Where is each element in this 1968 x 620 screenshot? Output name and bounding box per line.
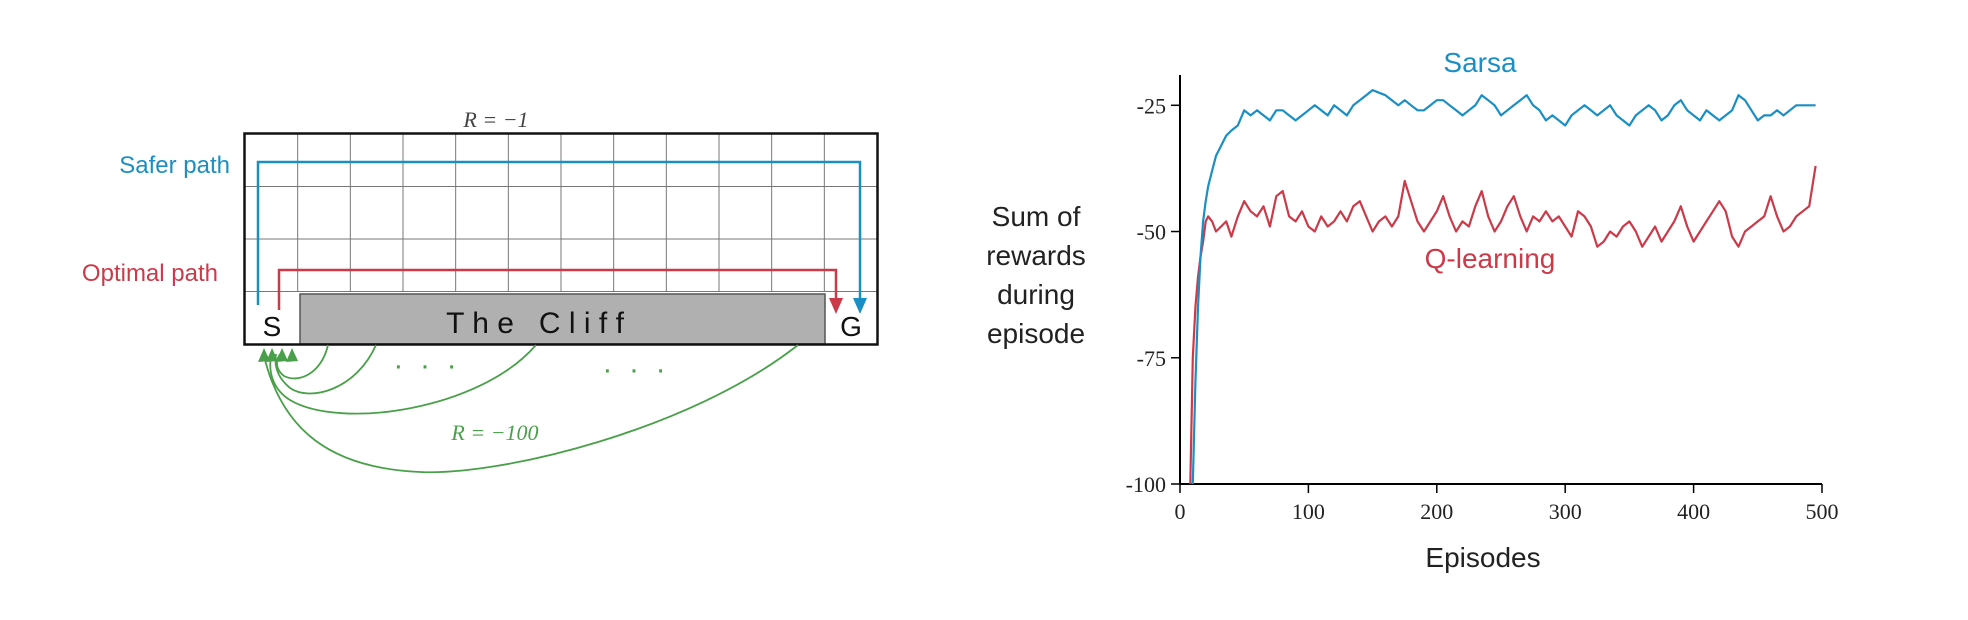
arc-arrowhead bbox=[258, 348, 270, 362]
x-axis-title: Episodes bbox=[1425, 542, 1540, 573]
cliff-label: T h e C l i f f bbox=[446, 307, 624, 340]
start-cell-label: S bbox=[263, 311, 282, 342]
cliff-dots-right: · · · bbox=[602, 353, 665, 386]
x-tick-label: 200 bbox=[1420, 499, 1453, 524]
optimal-path-label: Optimal path bbox=[82, 260, 218, 287]
cliff-arc-4 bbox=[263, 344, 799, 474]
reward-chart: Sum of rewards during episode -25-50-75-… bbox=[986, 47, 1838, 573]
y-axis-title: Sum of rewards during episode bbox=[986, 201, 1086, 349]
reward-cliff-label: R = −100 bbox=[450, 420, 538, 445]
y-ticks: -25 -50 -75 -100 bbox=[1126, 93, 1180, 497]
cliff-arc-arrowheads bbox=[258, 348, 298, 362]
optimal-path-line bbox=[277, 268, 838, 310]
arc-arrowhead bbox=[286, 348, 298, 362]
series-line-sarsa bbox=[1191, 88, 1816, 485]
y-tick-label: -50 bbox=[1137, 220, 1166, 245]
series-line-q-learning bbox=[1189, 165, 1817, 485]
series-lines bbox=[1189, 88, 1817, 485]
x-tick-label: 100 bbox=[1292, 499, 1325, 524]
cliff-arc-1 bbox=[276, 344, 329, 380]
x-tick-label: 300 bbox=[1549, 499, 1582, 524]
cliff-dots-left: · · · bbox=[393, 349, 456, 382]
grid-lines bbox=[245, 134, 877, 292]
cliff-region bbox=[299, 293, 826, 345]
optimal-path-arrowhead bbox=[829, 298, 843, 314]
x-ticks: 0 100 200 300 400 500 bbox=[1175, 484, 1839, 524]
safer-path-arrowhead bbox=[853, 298, 867, 314]
legend-label-sarsa: Sarsa bbox=[1443, 47, 1517, 78]
arc-arrowhead bbox=[266, 348, 278, 362]
arc-arrowhead bbox=[276, 348, 288, 362]
cliff-arc-2 bbox=[274, 344, 377, 395]
y-axis-title-line: during bbox=[997, 279, 1075, 310]
y-axis-title-line: Sum of bbox=[992, 201, 1081, 232]
cliff-arc-3 bbox=[269, 344, 537, 415]
gridworld-border bbox=[243, 132, 879, 346]
safer-path-label: Safer path bbox=[119, 152, 230, 179]
reward-top-label: R = −1 bbox=[462, 107, 528, 132]
safer-path-line bbox=[256, 160, 862, 307]
y-tick-label: -25 bbox=[1137, 93, 1166, 118]
x-tick-label: 0 bbox=[1175, 499, 1186, 524]
legend-label-q-learning: Q-learning bbox=[1425, 243, 1556, 274]
y-axis-title-line: rewards bbox=[986, 240, 1086, 271]
y-axis-title-line: episode bbox=[987, 318, 1085, 349]
cliff-return-arcs bbox=[263, 344, 799, 474]
x-tick-label: 400 bbox=[1677, 499, 1710, 524]
cliff-gridworld: R = −1 T h e C l i f f S G Safer path Op… bbox=[82, 107, 879, 474]
y-tick-label: -75 bbox=[1137, 346, 1166, 371]
x-tick-label: 500 bbox=[1806, 499, 1839, 524]
goal-cell-label: G bbox=[840, 311, 862, 342]
y-tick-label: -100 bbox=[1126, 472, 1166, 497]
